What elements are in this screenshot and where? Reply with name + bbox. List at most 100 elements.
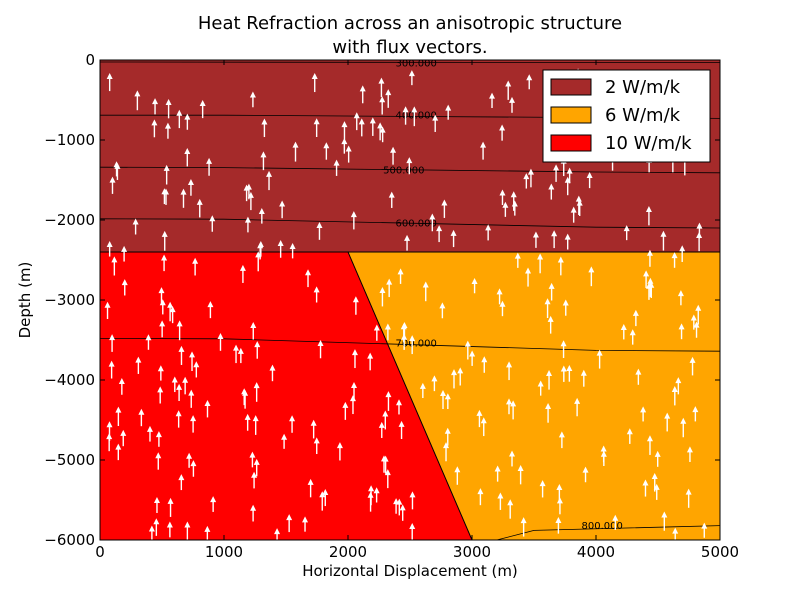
chart-title-line-2: with flux vectors. (332, 37, 487, 58)
flux-arrow (386, 278, 393, 298)
flux-arrow (671, 385, 678, 406)
flux-arrow (693, 321, 700, 338)
flux-arrow (305, 269, 312, 288)
flux-arrow (204, 525, 211, 540)
flux-arrow (588, 266, 595, 287)
flux-arrow (104, 301, 111, 320)
flux-arrow (249, 91, 256, 108)
flux-arrow (575, 195, 582, 215)
flux-arrow (502, 201, 509, 217)
flux-arrow (274, 528, 281, 540)
flux-arrow (167, 497, 174, 517)
flux-arrow (190, 460, 197, 477)
flux-arrow (134, 90, 141, 111)
y-tick-label: −5000 (44, 451, 95, 469)
flux-arrow (526, 74, 533, 90)
flux-arrow (146, 425, 153, 442)
y-tick-label: −4000 (44, 371, 95, 389)
flux-arrow (206, 157, 213, 176)
flux-arrow (254, 341, 261, 359)
fault-line (347, 251, 473, 540)
flux-arrow (382, 410, 389, 430)
flux-arrow (395, 399, 402, 415)
flux-arrow (189, 351, 196, 372)
flux-arrow (520, 517, 527, 537)
flux-arrow (432, 114, 439, 132)
flux-arrow (178, 474, 185, 491)
flux-arrow (397, 268, 404, 284)
flux-arrow (279, 200, 286, 219)
legend-swatch-10-w-m-k (550, 134, 592, 152)
flux-arrow (558, 431, 565, 449)
flux-arrow (182, 376, 189, 395)
flux-arrow (158, 287, 165, 304)
flux-arrow (686, 446, 693, 463)
flux-arrow (151, 119, 158, 138)
flux-arrow (323, 142, 330, 160)
flux-arrow (507, 499, 514, 519)
flux-arrow (313, 437, 320, 455)
legend-swatch-6-w-m-k (550, 106, 592, 124)
flux-arrow (457, 367, 464, 386)
flux-arrow (106, 72, 113, 92)
flux-arrow (313, 118, 320, 138)
flux-arrow (319, 491, 326, 511)
x-tick-label: 4000 (577, 543, 615, 561)
flux-arrow (378, 77, 385, 98)
flux-arrow (180, 188, 187, 208)
flux-arrow (258, 208, 265, 224)
flux-arrow (351, 349, 358, 369)
flux-arrow (385, 89, 392, 108)
flux-arrow (178, 345, 185, 365)
flux-arrow (401, 321, 408, 340)
flux-arrow (367, 352, 374, 371)
flux-arrow (480, 417, 487, 437)
flux-arrow (106, 241, 113, 257)
flux-arrow (527, 168, 534, 188)
flux-arrow (514, 252, 521, 268)
flux-arrow (316, 221, 323, 240)
flux-arrow (209, 215, 216, 232)
flux-arrow (497, 492, 504, 510)
flux-arrow (582, 466, 589, 483)
flux-arrow (155, 452, 162, 470)
flux-arrow (499, 124, 506, 141)
legend-label-6-w-m-k: 6 W/m/k (605, 105, 681, 126)
flux-arrow (367, 491, 374, 512)
flux-arrow (409, 491, 416, 510)
flux-arrow (113, 161, 120, 177)
flux-arrow (570, 206, 577, 223)
flux-arrow (553, 164, 560, 182)
x-axis-ticks: 0 1000 2000 3000 4000 5000 (95, 60, 739, 561)
flux-arrow (176, 320, 183, 341)
flux-arrow (445, 104, 452, 120)
flux-arrow (600, 445, 607, 463)
x-tick-label: 2000 (329, 543, 367, 561)
flux-arrow (358, 118, 365, 137)
flux-arrow (164, 122, 171, 139)
flux-arrow (481, 356, 488, 373)
flux-arrow (250, 504, 257, 522)
flux-arrow (207, 301, 214, 319)
flux-arrow (190, 415, 197, 433)
flux-arrow (689, 356, 696, 376)
flux-arrow (379, 96, 386, 115)
flux-arrow (651, 473, 658, 492)
flux-arrow (342, 401, 349, 420)
flux-arrow (388, 191, 395, 208)
flux-arrow (556, 483, 563, 501)
legend-label-2-w-m-k: 2 W/m/k (605, 77, 681, 98)
flux-arrow (436, 225, 443, 243)
flux-arrow (155, 431, 162, 447)
flux-arrow (253, 458, 260, 477)
flux-arrow (384, 469, 391, 489)
flux-arrow (444, 427, 451, 446)
flux-arrow (163, 188, 170, 205)
flux-arrow (269, 364, 276, 382)
flux-arrow (322, 488, 329, 507)
flux-arrow (574, 397, 581, 417)
flux-arrow (696, 222, 703, 239)
flux-arrow (175, 410, 182, 428)
flux-arrow (385, 391, 392, 411)
flux-arrow (485, 224, 492, 241)
